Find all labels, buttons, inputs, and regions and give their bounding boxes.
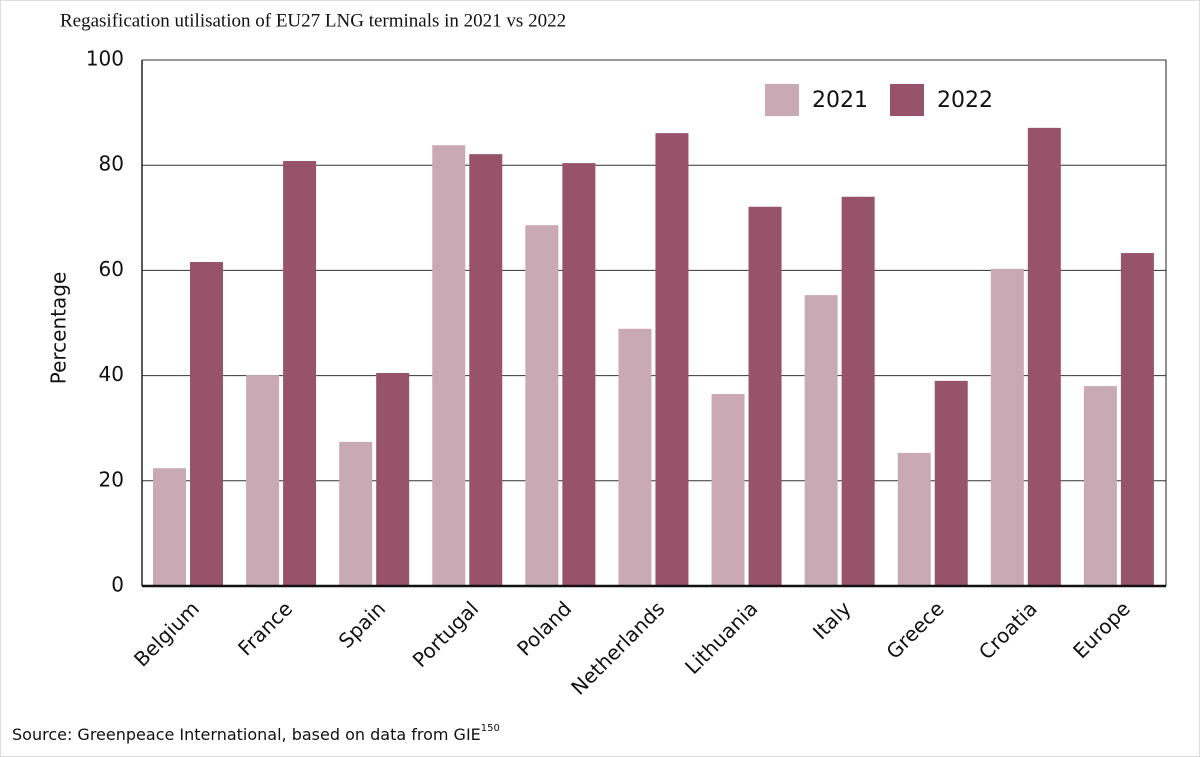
source-text: Source: Greenpeace International, based … [12,725,481,744]
x-tick-label: Greece [881,596,948,663]
bar [655,133,689,586]
source-superscript: 150 [481,723,500,734]
y-tick-label: 60 [99,257,124,281]
x-tick-label: Lithuania [680,596,762,678]
bar [469,154,503,587]
x-tick-label: Belgium [129,596,204,671]
x-tick-label: Poland [512,596,576,660]
x-tick-label: Netherlands [566,596,669,699]
bar [376,372,410,586]
source: Source: Greenpeace International, based … [12,723,500,744]
bar [934,380,968,586]
y-tick-label: 80 [99,152,124,176]
bar [339,441,373,586]
bar [897,452,931,586]
bar [432,145,466,586]
x-tick-label: Portugal [408,596,484,672]
chart-title: Regasification utilisation of EU27 LNG t… [60,10,566,31]
x-tick-label: Croatia [974,596,1042,664]
bar [1083,386,1117,586]
y-axis-label: Percentage [47,272,71,385]
legend-label: 2022 [937,88,993,113]
y-tick-label: 20 [99,467,124,491]
legend-swatch [890,84,924,116]
y-tick-label: 100 [86,47,124,71]
bar [1027,127,1061,586]
bar [190,261,223,586]
legend-label: 2021 [812,88,868,113]
bar [804,295,838,586]
bar [562,163,596,586]
bar [525,225,559,586]
legend-swatch [765,84,799,116]
y-tick-label: 0 [111,573,124,597]
bar [990,268,1024,586]
bar [153,468,186,586]
x-tick-label: Europe [1068,596,1135,663]
x-tick-label: Spain [334,596,390,652]
bar [748,206,782,586]
x-tick-label: Italy [808,596,856,644]
bar [283,160,317,586]
y-tick-label: 40 [99,362,124,386]
bar [618,328,652,586]
bar [1120,253,1154,587]
bar [711,394,745,586]
bar [246,375,280,586]
bar [841,196,875,586]
x-tick-label: France [233,596,297,660]
